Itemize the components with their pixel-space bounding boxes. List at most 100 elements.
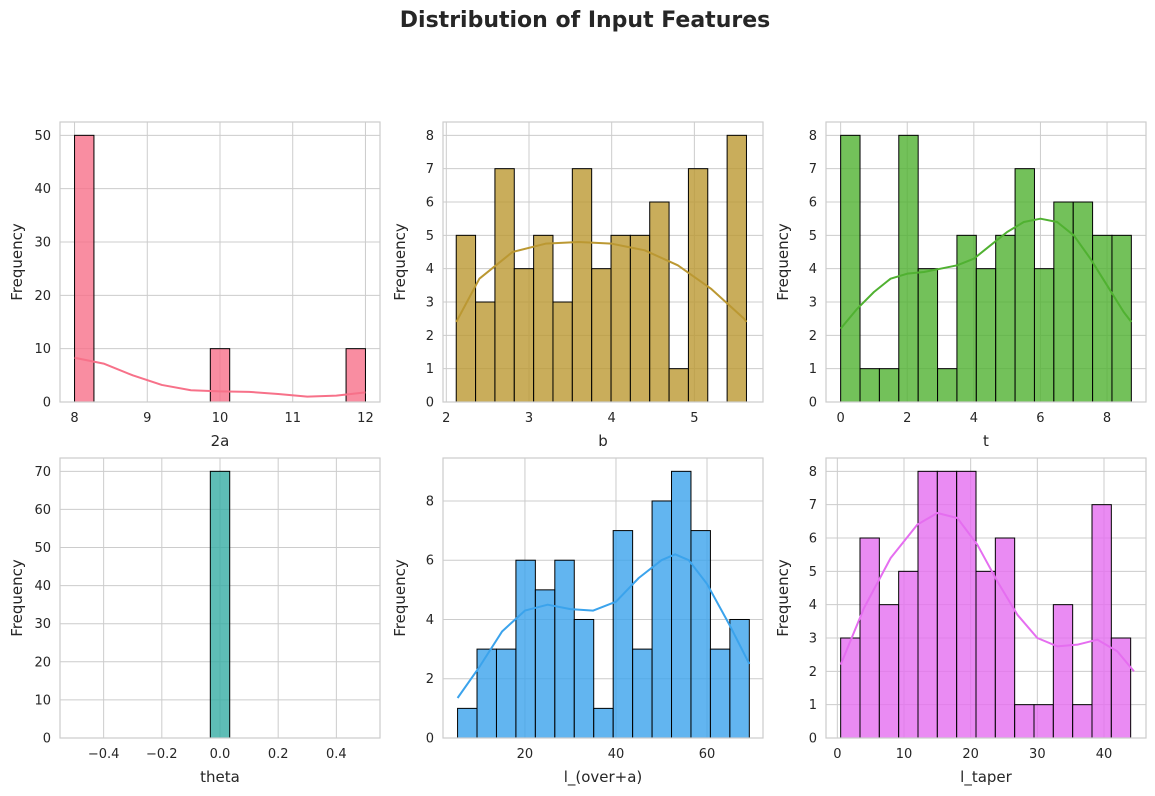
histogram-bar [1052, 604, 1074, 739]
histogram-bar [1072, 201, 1094, 403]
y-tick-label: 30 [34, 617, 51, 632]
subplot-1: 8 9 10 11 12 0 10 20 30 40 50 2a Frequency [8, 121, 381, 450]
y-tick-label: 4 [809, 262, 817, 277]
kde-curve [455, 241, 748, 323]
histogram-bar [878, 368, 900, 403]
histogram-bar [917, 470, 938, 739]
axes-frame [825, 121, 1147, 403]
kde-curve [839, 217, 1133, 330]
x-tick-label: 8 [1103, 411, 1111, 426]
subplot-6: 0 10 20 30 40 0 1 2 3 4 5 6 7 8 l_taper Frequency [774, 457, 1147, 787]
histogram-bar [554, 559, 575, 739]
subplot-4: −0.4 −0.2 0.0 0.2 0.4 0 10 20 30 40 50 60 70 theta Fre… [8, 457, 381, 786]
histogram-bar [1092, 234, 1113, 403]
x-tick-label: 10 [896, 747, 913, 762]
y-tick-label: 7 [809, 498, 817, 513]
histogram-bar [898, 134, 919, 403]
histogram-bar [591, 268, 612, 403]
x-tick-label: 4 [608, 411, 616, 426]
y-tick-label: 6 [809, 196, 817, 211]
y-tick-label: 2 [809, 665, 817, 680]
histogram-bar [956, 470, 977, 739]
histogram-bar [593, 707, 614, 739]
x-axis-label: 2a [211, 432, 230, 450]
x-tick-label: 3 [525, 411, 533, 426]
y-tick-label: 40 [34, 182, 51, 197]
y-axis-label: Frequency [774, 559, 792, 637]
x-tick-label: 0.4 [326, 747, 347, 762]
x-tick-label: 5 [690, 411, 698, 426]
histogram-bar [1033, 268, 1055, 403]
x-tick-label: 12 [357, 411, 374, 426]
x-tick-label: 4 [970, 411, 978, 426]
axes-frame [442, 121, 764, 403]
y-tick-label: 70 [34, 465, 51, 480]
x-axis-label: l_(over+a) [564, 768, 643, 787]
histogram-bar [494, 168, 515, 403]
histogram-bar [209, 470, 231, 739]
histogram-bar [936, 470, 958, 739]
y-tick-label: 2 [426, 672, 434, 687]
histogram-bar [1072, 704, 1093, 739]
x-tick-label: 6 [1036, 411, 1044, 426]
histogram-bar [898, 570, 919, 739]
y-tick-label: 2 [809, 329, 817, 344]
x-tick-label: 0.2 [268, 747, 289, 762]
y-tick-label: 0 [43, 396, 51, 411]
y-tick-label: 1 [809, 698, 817, 713]
y-axis-label: Frequency [391, 559, 409, 637]
histogram-bar [859, 537, 880, 739]
histogram-bar [1110, 637, 1132, 739]
y-tick-label: 6 [809, 532, 817, 547]
y-tick-label: 8 [809, 465, 817, 480]
histogram-bar [495, 648, 517, 739]
y-tick-label: 5 [809, 565, 817, 580]
histogram-bar [534, 589, 556, 739]
y-tick-label: 0 [809, 396, 817, 411]
histogram-bar [571, 168, 593, 403]
histogram-bar [649, 201, 670, 403]
subplot-3: 0 2 4 6 8 0 1 2 3 4 5 6 7 8 t Frequency [774, 121, 1147, 450]
histogram-bar [729, 618, 750, 739]
y-tick-label: 6 [426, 196, 434, 211]
y-tick-label: 4 [426, 262, 434, 277]
histogram-bar [975, 570, 996, 739]
histogram-bar [937, 368, 958, 403]
y-tick-label: 4 [426, 613, 434, 628]
histogram-bar [513, 268, 535, 403]
y-tick-label: 6 [426, 554, 434, 569]
histogram-bar [475, 301, 496, 403]
x-tick-label: 40 [608, 747, 625, 762]
histogram-bar [629, 234, 651, 403]
y-tick-label: 0 [809, 732, 817, 747]
x-tick-label: 60 [699, 747, 716, 762]
y-tick-label: 40 [34, 579, 51, 594]
x-tick-label: 9 [143, 411, 151, 426]
axes-frame [59, 457, 381, 739]
histogram-bar [995, 234, 1016, 403]
y-tick-label: 7 [809, 162, 817, 177]
x-tick-label: −0.2 [146, 747, 178, 762]
x-axis-label: t [983, 432, 989, 450]
kde-curve [74, 356, 366, 398]
histogram-bar [533, 234, 554, 403]
histogram-bar [994, 537, 1016, 739]
histogram-bar [573, 618, 595, 739]
histogram-bar [515, 559, 536, 739]
kde-curve [456, 553, 751, 699]
x-tick-label: 30 [1029, 747, 1046, 762]
histogram-bar [651, 500, 673, 739]
y-tick-label: 5 [809, 229, 817, 244]
y-axis-label: Frequency [8, 559, 26, 637]
y-tick-label: 5 [426, 229, 434, 244]
histogram-bar [859, 368, 880, 403]
y-axis-label: Frequency [391, 223, 409, 301]
x-tick-label: 11 [284, 411, 301, 426]
histogram-bar [457, 707, 478, 739]
histogram-bar [956, 234, 977, 403]
histogram-bar [552, 301, 573, 403]
histogram-bar [975, 268, 997, 403]
histogram-bar [668, 368, 689, 403]
x-tick-label: 0 [833, 747, 841, 762]
subplot-2: 2 3 4 5 0 1 2 3 4 5 6 7 8 b Frequency [391, 121, 764, 450]
